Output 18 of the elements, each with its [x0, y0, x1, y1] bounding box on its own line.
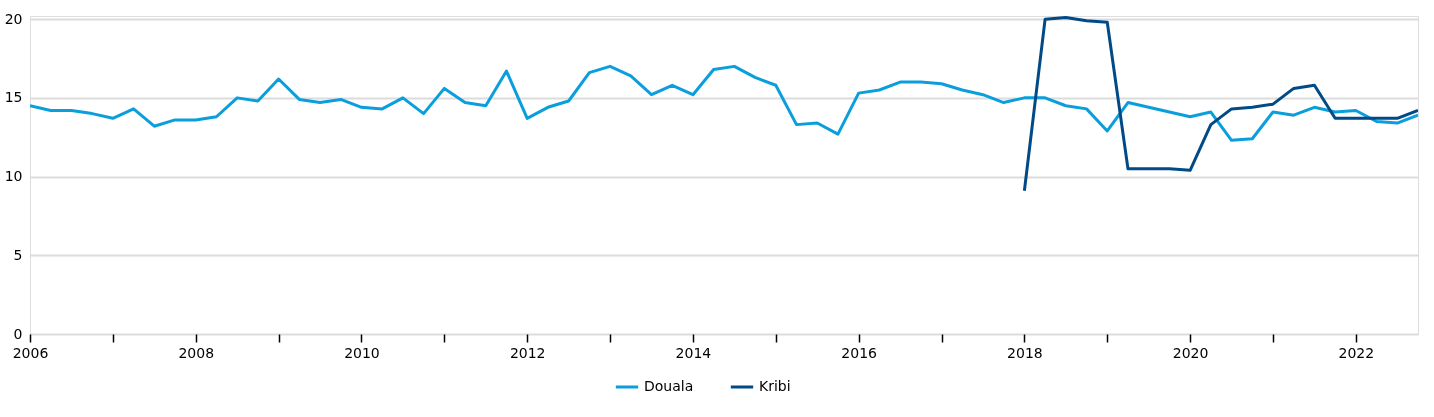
legend-label: Kribi	[759, 378, 791, 394]
legend-label: Douala	[644, 378, 694, 394]
x-tick-label: 2012	[509, 344, 546, 361]
x-tick-label: 2014	[675, 344, 712, 361]
y-tick-label: 5	[13, 246, 23, 263]
x-tick-label: 2010	[344, 344, 380, 361]
line-series	[30, 64, 1418, 142]
x-tick-label: 2022	[1338, 344, 1375, 361]
x-tick-label: 2020	[1172, 344, 1209, 361]
y-tick-label: 10	[4, 168, 23, 185]
x-tick-label: 2016	[841, 344, 878, 361]
x-tick-label: 2008	[178, 344, 215, 361]
x-tick-label: 2006	[12, 344, 49, 361]
line-series	[1022, 16, 1418, 193]
y-tick-label: 15	[4, 89, 23, 106]
x-tick-label: 2018	[1007, 344, 1043, 361]
y-tick-label: 0	[13, 325, 23, 342]
y-tick-label: 20	[4, 10, 23, 27]
